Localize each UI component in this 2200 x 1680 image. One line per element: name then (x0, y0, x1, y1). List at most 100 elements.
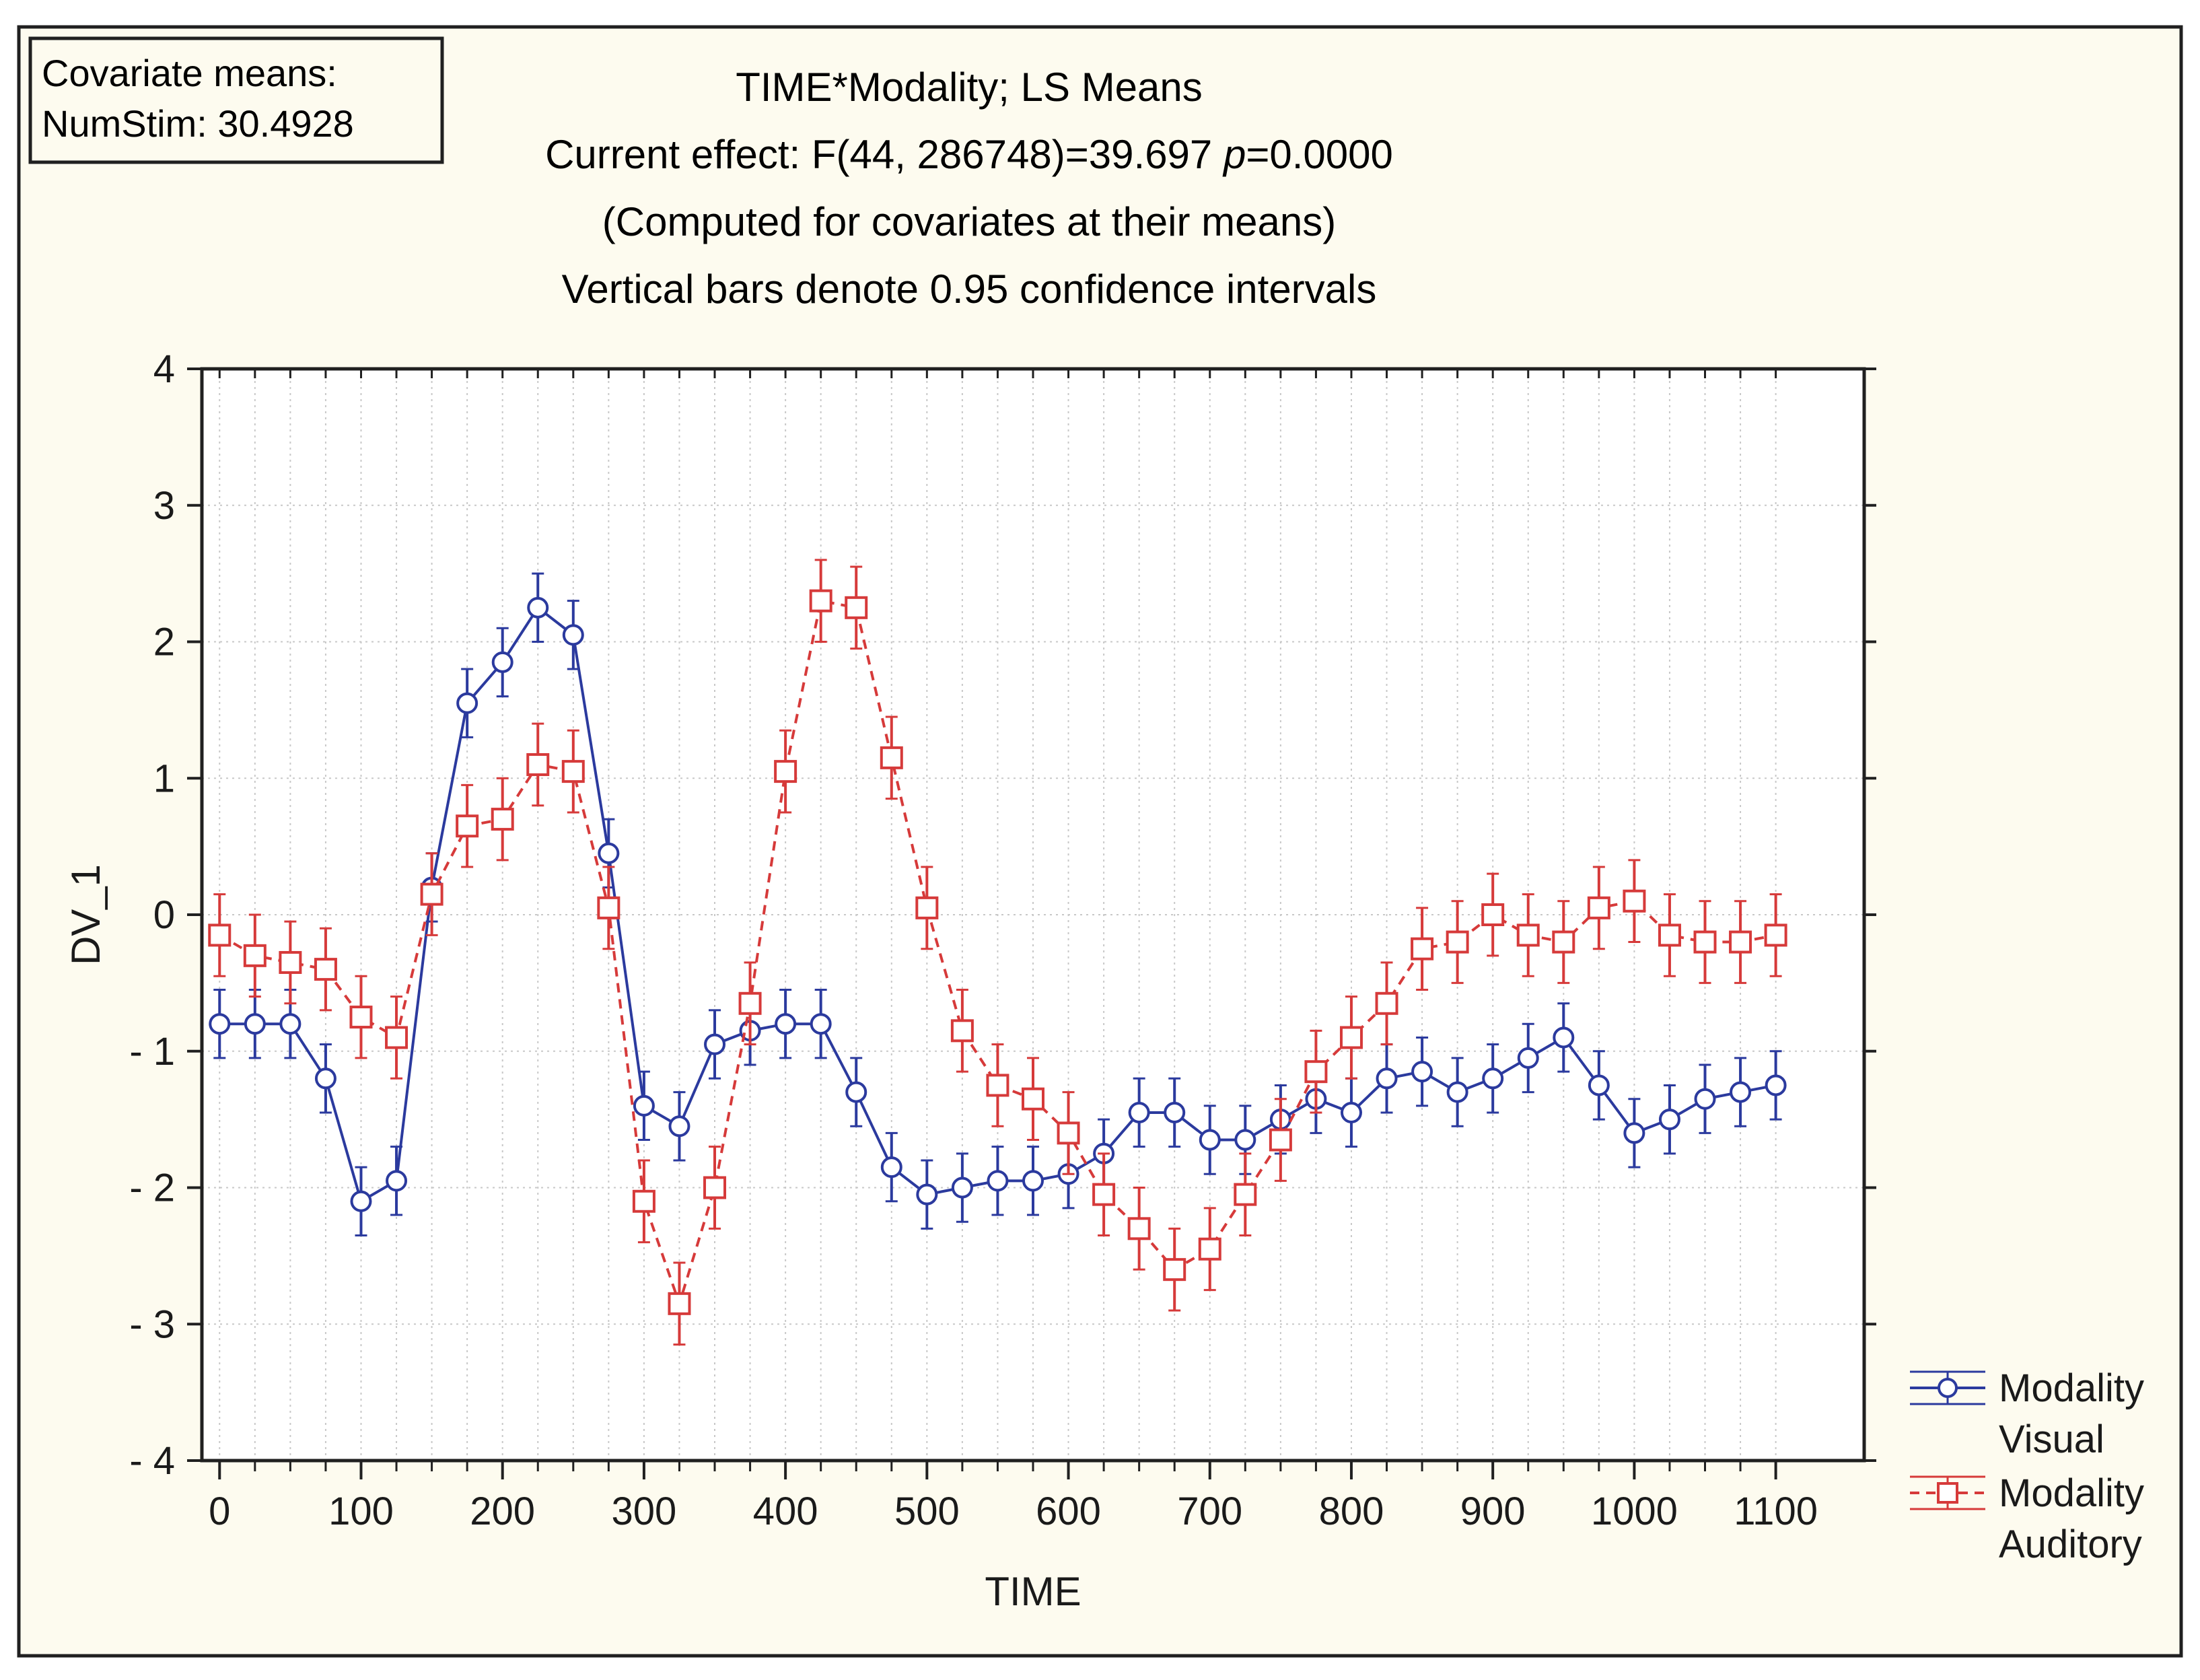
data-point (1269, 1128, 1292, 1152)
data-point (1375, 991, 1398, 1015)
data-point (243, 944, 267, 967)
data-point (810, 1013, 832, 1035)
data-point (1765, 1074, 1787, 1096)
y-tick-label: - 1 (129, 1030, 175, 1074)
data-point (951, 1177, 973, 1199)
data-point (1446, 1081, 1468, 1103)
data-point (561, 760, 585, 783)
x-tick-label: 100 (328, 1490, 394, 1533)
x-axis-label: TIME (985, 1569, 1081, 1614)
data-point (1411, 937, 1434, 960)
covariate-line-1: Covariate means: (42, 52, 337, 94)
data-point (597, 896, 620, 919)
data-point (1764, 923, 1787, 947)
data-point (845, 596, 868, 619)
data-point (209, 1013, 231, 1035)
data-point (1587, 896, 1610, 919)
legend-label-line1: Modality (1999, 1471, 2144, 1515)
y-tick-label: - 2 (129, 1166, 175, 1210)
data-point (1163, 1258, 1186, 1282)
data-point (385, 1026, 409, 1049)
data-point (1729, 930, 1752, 954)
legend-label-line2: Auditory (1999, 1523, 2142, 1566)
data-point (314, 958, 337, 981)
data-point (386, 1170, 408, 1192)
legend-label-line1: Modality (1999, 1366, 2144, 1410)
x-tick-label: 1000 (1591, 1490, 1678, 1533)
x-tick-label: 300 (612, 1490, 677, 1533)
data-point (774, 760, 797, 783)
data-point (1588, 1074, 1610, 1096)
y-tick-label: - 4 (129, 1439, 175, 1483)
y-tick-label: 0 (153, 893, 175, 937)
data-point (986, 1074, 1009, 1097)
data-point (1516, 923, 1540, 947)
x-tick-label: 0 (209, 1490, 230, 1533)
data-point (703, 1176, 727, 1199)
data-point (1411, 1061, 1433, 1083)
series-auditory (208, 559, 1787, 1346)
data-point (350, 1190, 372, 1212)
data-point (456, 692, 478, 714)
data-point (1517, 1047, 1539, 1069)
data-point (1234, 1129, 1256, 1151)
data-point (1694, 1088, 1716, 1110)
chart-title: TIME*Modality; LS Means (736, 65, 1203, 110)
data-point (1198, 1237, 1221, 1261)
data-point (738, 991, 762, 1015)
y-tick-label: 4 (153, 347, 175, 391)
x-tick-label: 1100 (1734, 1490, 1818, 1533)
data-point (775, 1013, 797, 1035)
data-point (1022, 1087, 1044, 1111)
legend-entry-visual: Modality Visual (1910, 1366, 2144, 1461)
data-point (349, 1006, 373, 1029)
data-point (1446, 930, 1469, 954)
data-point (916, 1183, 938, 1205)
data-point (562, 624, 584, 646)
data-point (598, 842, 620, 864)
x-tick-label: 600 (1036, 1490, 1101, 1533)
data-point (456, 814, 479, 838)
data-point (1658, 923, 1681, 947)
x-tick-label: 700 (1177, 1490, 1242, 1533)
data-point (1127, 1217, 1151, 1240)
chart-subtitle-ci: Vertical bars denote 0.95 confidence int… (562, 267, 1377, 312)
data-point (279, 1013, 301, 1035)
x-tick-label: 200 (470, 1490, 535, 1533)
data-point (1092, 1183, 1116, 1206)
chart-subtitle-effect: Current effect: F(44, 286748)=39.697 p=0… (545, 132, 1393, 177)
data-point (1376, 1068, 1398, 1090)
data-point (1339, 1026, 1363, 1049)
covariate-box (28, 36, 444, 164)
data-point (1304, 1060, 1328, 1084)
data-point (1552, 930, 1575, 954)
chart-subtitle-computed: (Computed for covariates at their means) (602, 199, 1336, 244)
data-point (526, 753, 550, 776)
legend-marker-square (1937, 1482, 1958, 1504)
data-point (1022, 1170, 1044, 1192)
data-point (950, 1019, 974, 1043)
data-point (987, 1170, 1009, 1192)
data-point (314, 1068, 336, 1090)
data-point (1340, 1101, 1362, 1123)
data-point (279, 950, 302, 974)
data-point (809, 589, 832, 612)
data-point (1199, 1129, 1221, 1151)
legend-entry-auditory: Modality Auditory (1910, 1471, 2144, 1566)
data-point (845, 1081, 867, 1103)
y-tick-label: 1 (153, 757, 175, 800)
y-tick-label: - 3 (129, 1302, 175, 1346)
y-axis-label: DV_1 (63, 864, 108, 965)
data-point (1234, 1183, 1257, 1206)
legend-label-line2: Visual (1999, 1418, 2104, 1461)
data-point (1730, 1081, 1752, 1103)
data-point (1658, 1109, 1680, 1131)
data-point (880, 746, 903, 769)
data-point (491, 808, 514, 831)
data-point (632, 1189, 655, 1213)
covariate-line-2: NumStim: 30.4928 (42, 102, 354, 145)
x-tick-label: 400 (753, 1490, 818, 1533)
x-tick-label: 500 (894, 1490, 960, 1533)
data-point (915, 896, 939, 919)
